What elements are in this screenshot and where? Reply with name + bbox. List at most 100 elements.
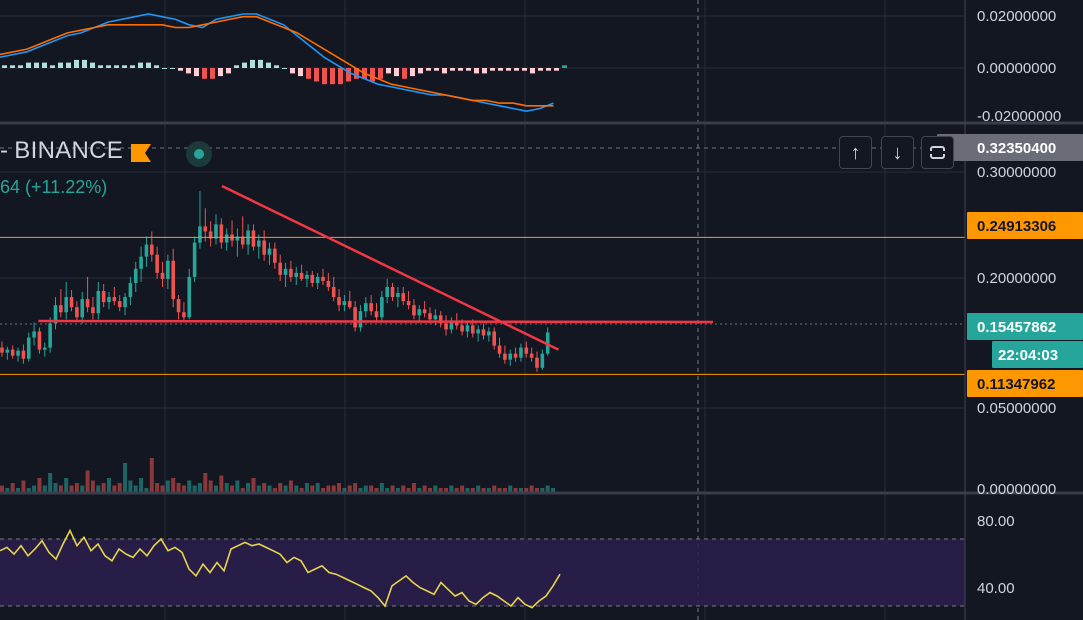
candle-body bbox=[535, 357, 539, 368]
macd-histogram-bar bbox=[418, 68, 423, 74]
price-axis[interactable]: 0.02000000 0.00000000 -0.02000000 0.3000000… bbox=[937, 0, 1083, 620]
candle-body bbox=[299, 272, 304, 279]
rsi-line bbox=[0, 528, 965, 609]
candle-body bbox=[540, 353, 545, 368]
volume-bar bbox=[347, 485, 352, 493]
volume-bar bbox=[406, 488, 411, 493]
candle-body bbox=[133, 268, 138, 283]
macd-histogram-bar bbox=[186, 68, 191, 74]
macd-histogram-bar bbox=[154, 65, 159, 68]
macd-histogram-bar bbox=[434, 68, 439, 71]
macd-histogram-bar bbox=[258, 59, 263, 68]
flag-icon[interactable] bbox=[131, 144, 151, 162]
macd-histogram-bar bbox=[442, 68, 447, 74]
candle-body bbox=[37, 331, 42, 350]
high-price-badge-bg bbox=[937, 134, 1083, 161]
volume-bar bbox=[310, 485, 315, 493]
volume-bar bbox=[508, 485, 513, 493]
macd-histogram bbox=[2, 59, 567, 85]
candle-body bbox=[101, 291, 106, 303]
macd-histogram-bar bbox=[226, 68, 231, 74]
volume-bar bbox=[107, 478, 111, 493]
volume-bar bbox=[395, 488, 400, 493]
candle-body bbox=[91, 307, 95, 314]
candle-body bbox=[21, 350, 26, 359]
macd-histogram-bar bbox=[34, 62, 39, 68]
candle-body bbox=[208, 231, 213, 239]
symbol-title[interactable]: - BINANCE bbox=[0, 137, 124, 164]
macd-histogram-bar bbox=[58, 62, 63, 68]
volume-bar bbox=[486, 488, 491, 493]
volume-bar bbox=[197, 483, 202, 493]
candle-body bbox=[139, 256, 143, 269]
macd-histogram-bar bbox=[346, 68, 351, 82]
candle-body bbox=[401, 293, 406, 302]
candle-body bbox=[26, 337, 31, 359]
candle-body bbox=[380, 297, 384, 318]
pane-separators[interactable] bbox=[0, 121, 1083, 495]
volume-bar bbox=[149, 458, 154, 493]
candle-body bbox=[347, 301, 352, 308]
candle-body bbox=[460, 325, 464, 332]
volume-bar bbox=[64, 478, 69, 493]
candle-body bbox=[454, 321, 459, 326]
candle-body bbox=[465, 325, 470, 332]
candle-body bbox=[487, 331, 491, 336]
volume-bar bbox=[139, 478, 144, 493]
candle-body bbox=[176, 299, 181, 313]
candle-body bbox=[150, 244, 154, 255]
macd-histogram-bar bbox=[410, 68, 415, 77]
volume-bar bbox=[454, 488, 459, 493]
macd-histogram-bar bbox=[522, 68, 527, 71]
macd-histogram-bar bbox=[282, 68, 287, 69]
candle-body bbox=[160, 272, 165, 279]
fit-pane-button[interactable] bbox=[921, 136, 954, 169]
candle-body bbox=[53, 305, 58, 324]
macd-histogram-bar bbox=[562, 65, 567, 68]
macd-histogram-bar bbox=[106, 65, 111, 68]
volume-bar bbox=[42, 485, 47, 493]
volume-bar bbox=[449, 485, 454, 493]
volume-bar bbox=[26, 488, 31, 493]
candle-body bbox=[289, 268, 293, 277]
volume-bar bbox=[326, 485, 331, 493]
candle-body bbox=[406, 301, 411, 306]
volume-bar bbox=[230, 485, 235, 493]
price-tick-label: 0.20000000 bbox=[977, 270, 1056, 287]
volume-bar bbox=[251, 478, 256, 493]
price-tick-label: 0.30000000 bbox=[977, 164, 1056, 181]
pane-separator bbox=[0, 491, 1083, 495]
volume-bar bbox=[374, 488, 379, 493]
descending-trendline bbox=[221, 184, 559, 351]
candle-body bbox=[412, 305, 416, 316]
current-price-badge-bg bbox=[967, 313, 1083, 340]
move-down-button[interactable]: ↓ bbox=[881, 136, 914, 169]
macd-histogram-bar bbox=[18, 65, 23, 68]
macd-histogram-bar bbox=[130, 65, 135, 68]
candle-body bbox=[519, 347, 523, 358]
volume-bars bbox=[0, 458, 556, 493]
macd-histogram-bar bbox=[114, 65, 119, 68]
candle-body bbox=[214, 224, 218, 239]
candle-body bbox=[353, 307, 357, 328]
volume-bar bbox=[133, 485, 138, 493]
macd-histogram-bar bbox=[218, 68, 223, 77]
move-up-button[interactable]: ↑ bbox=[839, 136, 872, 169]
volume-bar bbox=[337, 483, 342, 493]
volume-bar bbox=[321, 488, 325, 493]
candle-body bbox=[513, 353, 518, 358]
candle-body bbox=[107, 297, 111, 303]
volume-bar bbox=[342, 488, 347, 493]
volume-bar bbox=[535, 488, 539, 493]
candle-body bbox=[283, 268, 288, 275]
candle-body bbox=[321, 276, 325, 281]
volume-bar bbox=[545, 485, 550, 493]
volume-bar bbox=[53, 483, 58, 493]
candle-body bbox=[96, 291, 101, 314]
candle-body bbox=[240, 236, 245, 245]
candle-body bbox=[294, 272, 299, 277]
macd-histogram-bar bbox=[26, 62, 31, 68]
macd-histogram-bar bbox=[546, 68, 551, 71]
candle-body bbox=[481, 329, 486, 336]
